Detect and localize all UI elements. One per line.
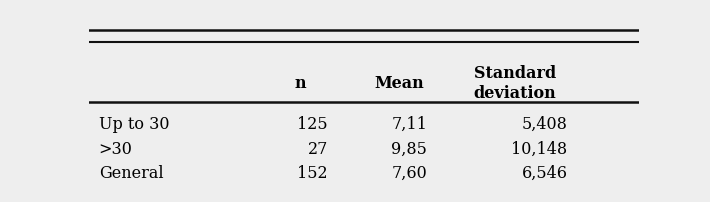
Text: 7,11: 7,11	[391, 115, 427, 132]
Text: 152: 152	[297, 164, 328, 181]
Text: 27: 27	[307, 140, 328, 157]
Text: 125: 125	[297, 115, 328, 132]
Text: 5,408: 5,408	[522, 115, 567, 132]
Text: n: n	[295, 75, 307, 92]
Text: 9,85: 9,85	[391, 140, 427, 157]
Text: >30: >30	[99, 140, 133, 157]
Text: Up to 30: Up to 30	[99, 115, 169, 132]
Text: General: General	[99, 164, 163, 181]
Text: Standard
deviation: Standard deviation	[474, 65, 557, 102]
Text: 10,148: 10,148	[511, 140, 567, 157]
Text: 7,60: 7,60	[391, 164, 427, 181]
Text: 6,546: 6,546	[521, 164, 567, 181]
Text: Mean: Mean	[375, 75, 425, 92]
